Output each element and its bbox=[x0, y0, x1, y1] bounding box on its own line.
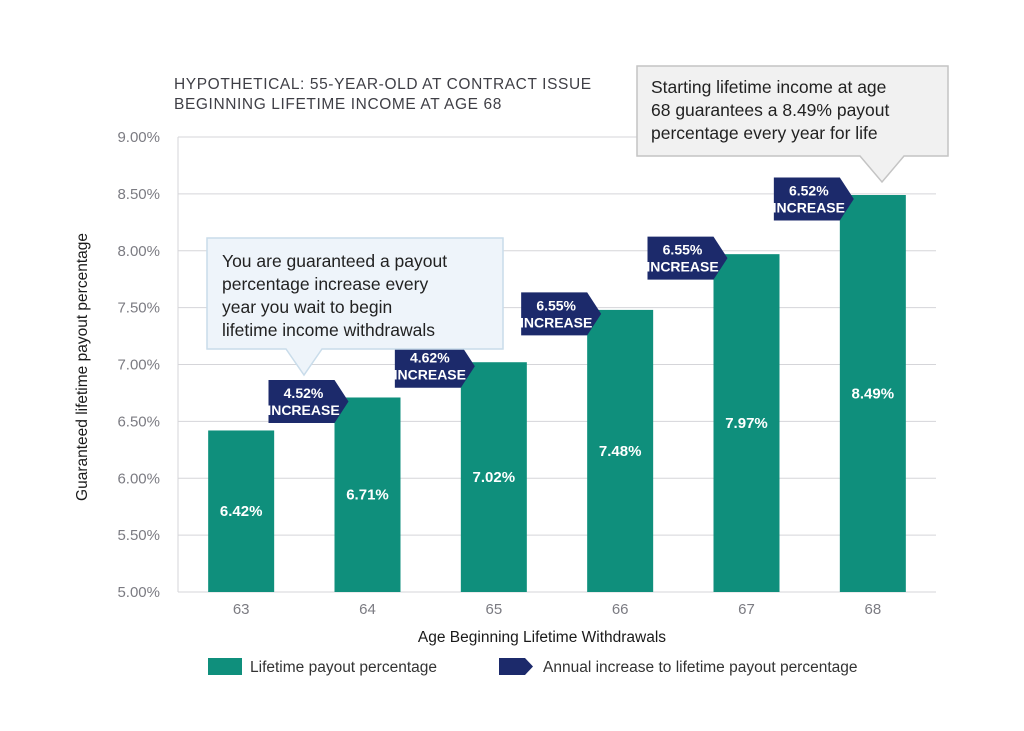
legend: Lifetime payout percentage Annual increa… bbox=[208, 658, 858, 676]
x-tick-label: 68 bbox=[864, 601, 881, 618]
legend-label-increase: Annual increase to lifetime payout perce… bbox=[543, 659, 858, 676]
y-tick-label: 8.00% bbox=[117, 243, 160, 260]
bar-value-label: 6.42% bbox=[220, 503, 263, 520]
callout-68-line-2: 68 guarantees a 8.49% payout bbox=[651, 100, 890, 120]
callout-wait-line-4: lifetime income withdrawals bbox=[222, 320, 435, 340]
increase-markers: 4.52%INCREASE4.62%INCREASE6.55%INCREASE6… bbox=[267, 177, 854, 423]
y-tick-label: 6.00% bbox=[117, 470, 160, 487]
y-tick-label: 9.00% bbox=[117, 129, 160, 146]
bar bbox=[839, 195, 906, 592]
x-tick-label: 65 bbox=[485, 601, 502, 618]
y-axis-ticks: 5.00% 5.50% 6.00% 6.50% 7.00% 7.50% 8.00% 8.50%… bbox=[117, 129, 160, 601]
callout-age-68-box bbox=[636, 65, 949, 184]
increase-word: INCREASE bbox=[520, 314, 592, 330]
x-tick-label: 67 bbox=[738, 601, 755, 618]
bars: 6.42% 6.71% 7.02% 7.48% 7.97% 8.49% bbox=[208, 195, 906, 592]
bar bbox=[334, 397, 401, 592]
y-tick-label: 5.50% bbox=[117, 527, 160, 544]
callout-age-68: Starting lifetime income at age 68 guara… bbox=[636, 65, 949, 184]
x-tick-label: 66 bbox=[612, 601, 629, 618]
x-axis-label: Age Beginning Lifetime Withdrawals bbox=[418, 629, 666, 646]
increase-word: INCREASE bbox=[267, 402, 339, 418]
callout-68-line-3: percentage every year for life bbox=[651, 123, 878, 143]
increase-marker bbox=[268, 379, 349, 423]
increase-value: 6.55% bbox=[536, 297, 576, 313]
increase-word: INCREASE bbox=[773, 200, 845, 216]
bar-value-label: 8.49% bbox=[852, 386, 895, 403]
x-axis-ticks: 63 64 65 66 67 68 bbox=[233, 601, 881, 618]
callout-68-line-1: Starting lifetime income at age bbox=[651, 77, 886, 97]
increase-value: 6.52% bbox=[789, 183, 829, 199]
callout-wait-increase-box bbox=[206, 237, 504, 377]
bar-value-label: 7.97% bbox=[725, 415, 768, 432]
x-tick-label: 64 bbox=[359, 601, 376, 618]
bar bbox=[587, 309, 654, 592]
bar-value-label: 7.02% bbox=[473, 469, 516, 486]
y-tick-label: 8.50% bbox=[117, 186, 160, 203]
y-tick-label: 6.50% bbox=[117, 413, 160, 430]
increase-word: INCREASE bbox=[646, 259, 718, 275]
bar bbox=[208, 430, 275, 592]
bar bbox=[713, 254, 780, 592]
callout-wait-increase: You are guaranteed a payout percentage i… bbox=[206, 237, 504, 377]
x-tick-label: 63 bbox=[233, 601, 250, 618]
increase-marker bbox=[521, 292, 602, 336]
bar bbox=[460, 362, 527, 592]
chart-title-line-2: BEGINNING LIFETIME INCOME AT AGE 68 bbox=[174, 96, 502, 113]
legend-label-payout: Lifetime payout percentage bbox=[250, 659, 437, 676]
increase-word: INCREASE bbox=[394, 367, 466, 383]
increase-value: 6.55% bbox=[663, 242, 703, 258]
increase-value: 4.52% bbox=[284, 385, 324, 401]
increase-marker bbox=[394, 344, 475, 388]
legend-swatch-increase bbox=[499, 658, 533, 675]
bar-value-label: 6.71% bbox=[346, 487, 389, 504]
bar-value-label: 7.48% bbox=[599, 443, 642, 460]
y-axis-label: Guaranteed lifetime payout percentage bbox=[74, 233, 91, 501]
chart-title-line-1: HYPOTHETICAL: 55-YEAR-OLD AT CONTRACT IS… bbox=[174, 76, 592, 93]
y-tick-label: 7.50% bbox=[117, 300, 160, 317]
increase-marker bbox=[773, 177, 854, 221]
y-tick-label: 5.00% bbox=[117, 584, 160, 601]
increase-marker bbox=[647, 236, 728, 280]
increase-value: 4.62% bbox=[410, 350, 450, 366]
legend-swatch-payout bbox=[208, 658, 242, 675]
callout-wait-line-2: percentage increase every bbox=[222, 274, 428, 294]
callout-wait-line-3: year you wait to begin bbox=[222, 297, 392, 317]
y-tick-label: 7.00% bbox=[117, 357, 160, 374]
callout-wait-line-1: You are guaranteed a payout bbox=[222, 251, 447, 271]
